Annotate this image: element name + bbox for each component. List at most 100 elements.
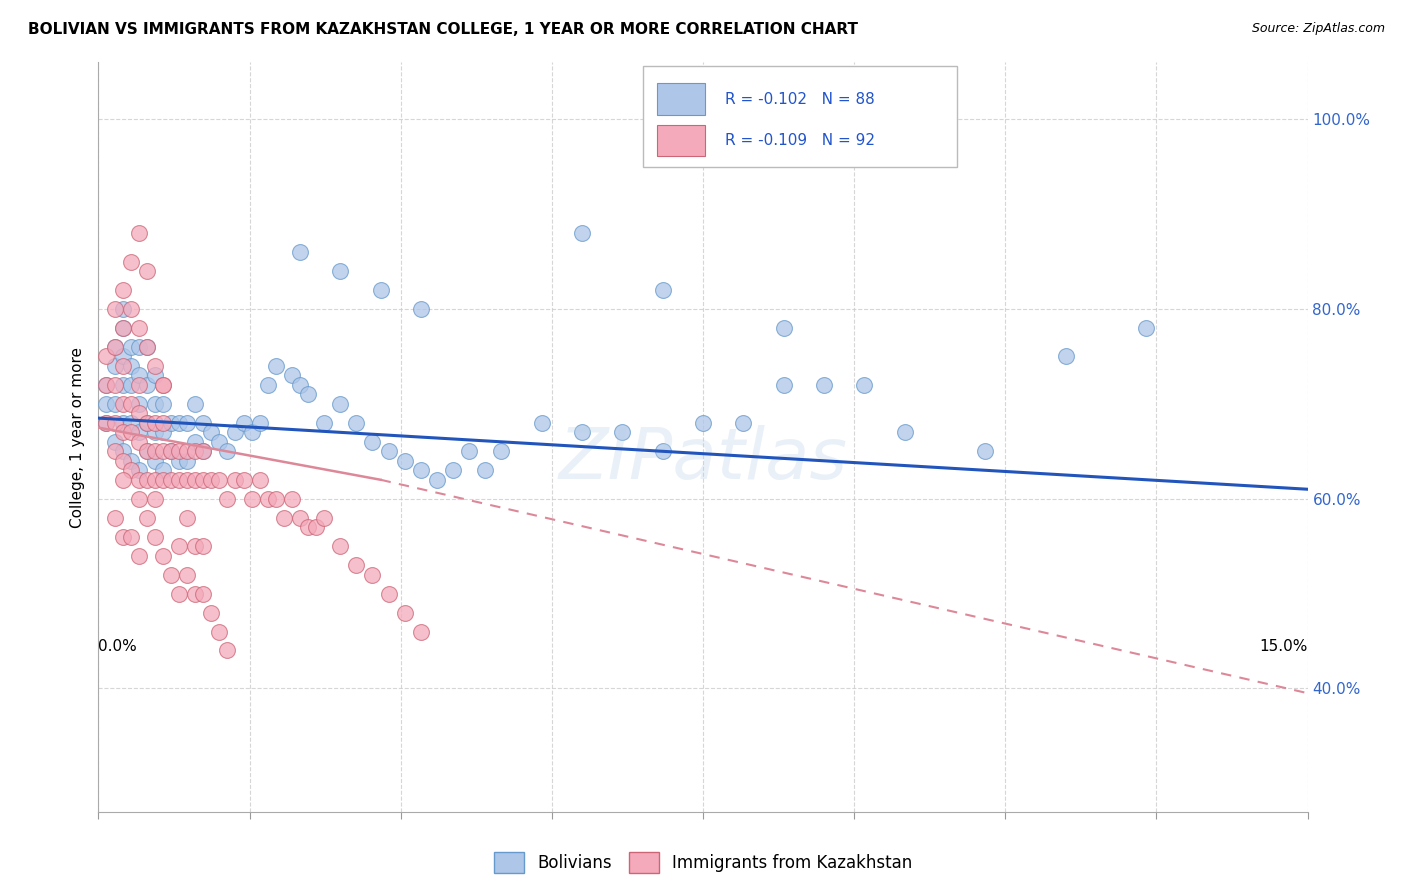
Point <box>240 491 263 506</box>
Point <box>143 444 166 458</box>
Point <box>193 416 215 430</box>
Legend: Bolivians, Immigrants from Kazakhstan: Bolivians, Immigrants from Kazakhstan <box>488 846 918 880</box>
Point <box>200 606 222 620</box>
Point <box>111 321 134 335</box>
Point <box>120 359 142 373</box>
Point <box>152 549 174 563</box>
Point <box>96 350 118 364</box>
Point <box>208 434 231 449</box>
Point <box>409 301 432 316</box>
Point <box>103 340 125 354</box>
Point <box>176 567 198 582</box>
Point <box>491 444 513 458</box>
Point <box>128 549 150 563</box>
Point <box>314 416 336 430</box>
Point <box>120 425 142 440</box>
Point <box>256 378 278 392</box>
Point <box>96 378 118 392</box>
Point <box>152 463 174 477</box>
Text: R = -0.102   N = 88: R = -0.102 N = 88 <box>724 92 875 107</box>
Point <box>152 473 174 487</box>
Point <box>329 264 352 278</box>
Point <box>167 539 190 553</box>
Point <box>143 491 166 506</box>
Point <box>612 425 634 440</box>
Y-axis label: College, 1 year or more: College, 1 year or more <box>69 347 84 527</box>
Point <box>361 567 384 582</box>
Point <box>143 425 166 440</box>
Point <box>893 425 915 440</box>
Point <box>152 416 174 430</box>
Point <box>160 473 183 487</box>
Point <box>111 530 134 544</box>
Text: BOLIVIAN VS IMMIGRANTS FROM KAZAKHSTAN COLLEGE, 1 YEAR OR MORE CORRELATION CHART: BOLIVIAN VS IMMIGRANTS FROM KAZAKHSTAN C… <box>28 22 858 37</box>
Point <box>193 539 215 553</box>
Point <box>111 397 134 411</box>
Point <box>160 444 183 458</box>
Point <box>409 624 432 639</box>
Text: Source: ZipAtlas.com: Source: ZipAtlas.com <box>1251 22 1385 36</box>
Point <box>120 416 142 430</box>
Point <box>111 425 134 440</box>
Point <box>377 586 399 600</box>
Point <box>128 434 150 449</box>
Point <box>160 416 183 430</box>
Point <box>167 416 190 430</box>
Point <box>111 416 134 430</box>
Point <box>1054 350 1077 364</box>
Point <box>329 397 352 411</box>
Point <box>240 425 263 440</box>
Point <box>103 378 125 392</box>
Point <box>193 444 215 458</box>
Point <box>111 350 134 364</box>
Point <box>96 397 118 411</box>
Point <box>111 301 134 316</box>
Point <box>135 473 157 487</box>
Point <box>281 368 304 383</box>
Point <box>394 606 416 620</box>
Point <box>314 510 336 524</box>
Point <box>103 340 125 354</box>
Point <box>273 510 295 524</box>
Point <box>120 530 142 544</box>
Point <box>208 624 231 639</box>
Point <box>128 368 150 383</box>
Point <box>224 425 246 440</box>
Point <box>288 245 311 260</box>
Point <box>394 454 416 468</box>
Point <box>651 283 673 297</box>
Point <box>96 416 118 430</box>
Point <box>1135 321 1157 335</box>
Point <box>217 491 239 506</box>
Point <box>128 473 150 487</box>
Point <box>377 444 399 458</box>
Point <box>152 425 174 440</box>
Point <box>772 321 794 335</box>
Point <box>200 473 222 487</box>
Point <box>426 473 449 487</box>
Point <box>135 416 157 430</box>
Point <box>184 444 207 458</box>
Point <box>692 416 714 430</box>
Point <box>111 283 134 297</box>
Point <box>571 226 593 240</box>
Point <box>344 558 367 573</box>
Point <box>167 586 190 600</box>
Point <box>111 473 134 487</box>
Point <box>530 416 553 430</box>
Point <box>143 397 166 411</box>
FancyBboxPatch shape <box>657 84 706 115</box>
Point <box>264 359 287 373</box>
Point <box>217 643 239 657</box>
Point <box>297 387 319 401</box>
Point <box>128 463 150 477</box>
Point <box>103 444 125 458</box>
Point <box>120 378 142 392</box>
Point <box>128 397 150 411</box>
Point <box>474 463 496 477</box>
Text: 0.0%: 0.0% <box>98 640 138 655</box>
Point <box>135 340 157 354</box>
Point <box>103 301 125 316</box>
Point <box>135 444 157 458</box>
Point <box>184 434 207 449</box>
